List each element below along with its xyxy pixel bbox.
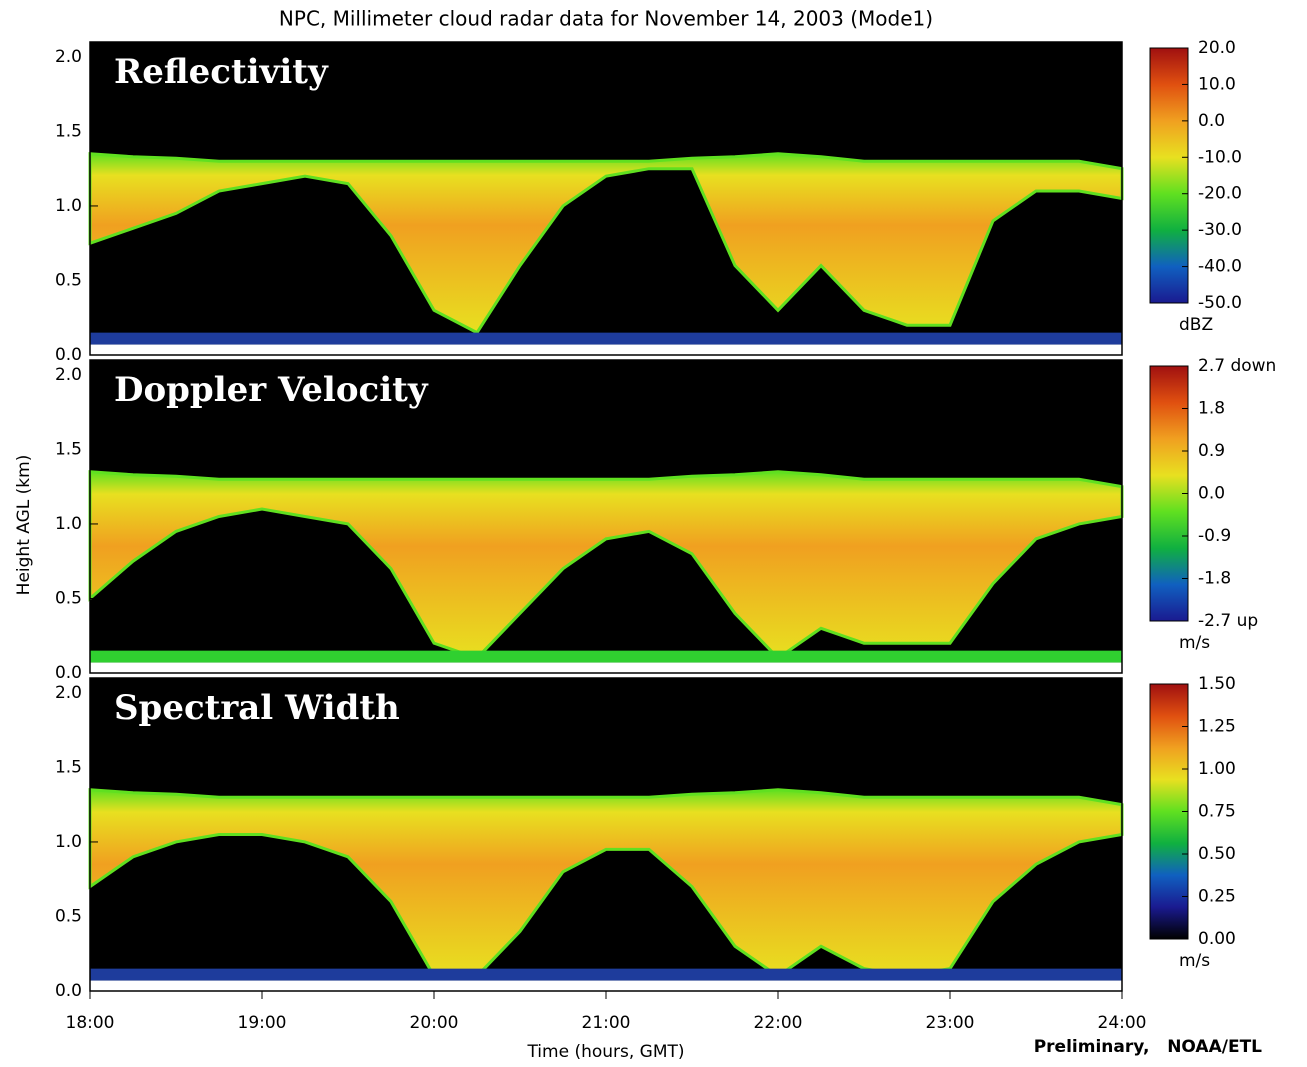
- colorbar: [1149, 47, 1189, 304]
- x-tick-label: 19:00: [238, 1013, 287, 1033]
- y-tick-label: 0.0: [55, 663, 82, 683]
- colorbar-tick-label: -0.9: [1198, 526, 1231, 546]
- plot-frame: [89, 41, 1123, 356]
- y-tick-label: 2.0: [55, 683, 82, 703]
- colorbar-tick-label: -10.0: [1198, 147, 1242, 167]
- chart-title: NPC, Millimeter cloud radar data for Nov…: [279, 7, 933, 31]
- y-tick-label: 0.5: [55, 270, 82, 290]
- colorbar-tick-label: 0.75: [1198, 802, 1236, 822]
- colorbar-tick-label: 0.50: [1198, 844, 1236, 864]
- colorbar-unit: m/s: [1179, 633, 1210, 653]
- y-tick-label: 2.0: [55, 365, 82, 385]
- x-tick-label: 24:00: [1098, 1013, 1147, 1033]
- credit: Preliminary, NOAA/ETL: [1034, 1037, 1262, 1057]
- colorbar-tick-label: 1.8: [1198, 399, 1225, 419]
- colorbar: [1149, 365, 1189, 622]
- bottom-strip: [90, 344, 1122, 355]
- colorbar-tick-label: 1.50: [1198, 674, 1236, 694]
- x-tick-label: 18:00: [66, 1013, 115, 1033]
- colorbar-tick-label: 2.7 down: [1198, 356, 1276, 376]
- colorbar-tick-label: -20.0: [1198, 184, 1242, 204]
- bottom-strip: [90, 662, 1122, 673]
- ground-clutter: [90, 332, 1122, 345]
- colorbar-tick-label: 1.00: [1198, 759, 1236, 779]
- colorbar-tick-label: -50.0: [1198, 293, 1242, 313]
- y-tick-label: 1.5: [55, 121, 82, 141]
- y-tick-label: 1.0: [55, 832, 82, 852]
- y-tick-label: 0.5: [55, 588, 82, 608]
- x-tick-label: 23:00: [926, 1013, 975, 1033]
- colorbar-tick-label: 0.00: [1198, 929, 1236, 949]
- colorbar-tick-label: 1.25: [1198, 717, 1236, 737]
- colorbar-tick-label: -40.0: [1198, 257, 1242, 277]
- y-tick-label: 1.0: [55, 514, 82, 534]
- x-axis-label: Time (hours, GMT): [526, 1042, 684, 1062]
- colorbar-unit: m/s: [1179, 951, 1210, 971]
- colorbar-tick-label: -1.8: [1198, 569, 1231, 589]
- colorbar-unit: dBZ: [1179, 315, 1213, 335]
- bottom-strip: [90, 980, 1122, 991]
- y-tick-label: 0.5: [55, 906, 82, 926]
- panel-title: Reflectivity: [114, 52, 329, 92]
- y-tick-label: 2.0: [55, 47, 82, 67]
- y-tick-label: 0.0: [55, 981, 82, 1001]
- panel-title: Spectral Width: [114, 688, 400, 728]
- colorbar-tick-label: 0.9: [1198, 441, 1225, 461]
- colorbar-tick-label: 0.0: [1198, 484, 1225, 504]
- y-tick-label: 1.5: [55, 757, 82, 777]
- colorbar-tick-label: 0.25: [1198, 887, 1236, 907]
- y-tick-label: 0.0: [55, 345, 82, 365]
- plot-frame: [89, 359, 1123, 674]
- x-tick-label: 20:00: [410, 1013, 459, 1033]
- x-tick-label: 21:00: [582, 1013, 631, 1033]
- x-tick-label: 22:00: [754, 1013, 803, 1033]
- panel-title: Doppler Velocity: [114, 370, 429, 410]
- y-axis-label: Height AGL (km): [14, 455, 34, 596]
- colorbar-tick-label: 0.0: [1198, 111, 1225, 131]
- colorbar: [1149, 683, 1189, 940]
- y-tick-label: 1.0: [55, 196, 82, 216]
- ground-clutter: [90, 968, 1122, 981]
- colorbar-tick-label: 20.0: [1198, 38, 1236, 58]
- ground-clutter: [90, 650, 1122, 663]
- colorbar-tick-label: -2.7 up: [1198, 611, 1258, 631]
- y-tick-label: 1.5: [55, 439, 82, 459]
- colorbar-tick-label: -30.0: [1198, 220, 1242, 240]
- colorbar-tick-label: 10.0: [1198, 74, 1236, 94]
